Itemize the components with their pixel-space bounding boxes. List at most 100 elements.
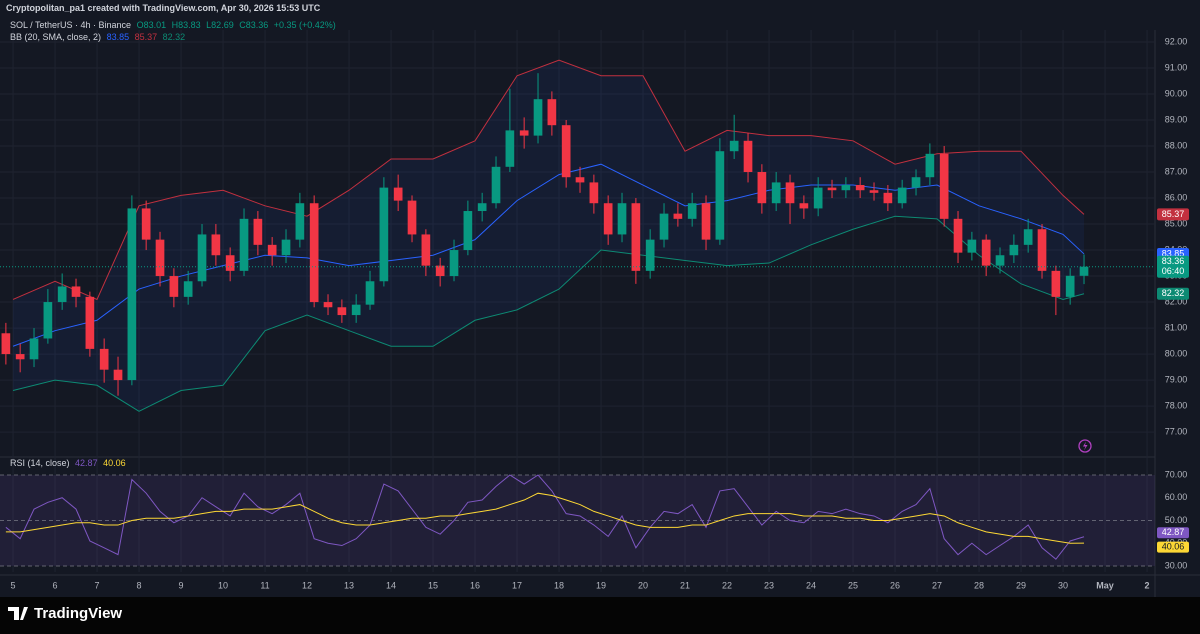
x-tick-label: 17 (512, 580, 522, 590)
y-tick-label: 81.00 (1165, 322, 1188, 332)
rsi-title[interactable]: RSI (14, close) (10, 458, 70, 468)
candle-body (925, 153, 935, 178)
x-tick-label: 18 (554, 580, 564, 590)
x-tick-label: 2 (1145, 580, 1150, 590)
candle-body (407, 200, 417, 235)
rsi-tag: 40.06 (1162, 541, 1185, 551)
close: C83.36 (239, 20, 269, 30)
candle-body (43, 302, 53, 339)
candle-body (1065, 275, 1075, 297)
x-tick-label: 5 (11, 580, 16, 590)
candle-body (1009, 244, 1019, 256)
candle-body (1023, 229, 1033, 245)
candle-body (491, 166, 501, 204)
candle-body (1, 333, 11, 355)
change: +0.35 (+0.42%) (273, 20, 336, 30)
background (0, 0, 1200, 597)
candle-body (659, 213, 669, 240)
rsi-tick-label: 30.00 (1165, 560, 1188, 570)
candle-body (981, 239, 991, 266)
bb-lower-line (12, 215, 1085, 412)
x-tick-label: 30 (1058, 580, 1068, 590)
x-tick-label: 12 (302, 580, 312, 590)
rsi-line (5, 474, 1085, 560)
candle-body (323, 302, 333, 308)
plot (0, 59, 1155, 567)
candle-body (785, 182, 795, 204)
bb-lower-tag: 82.32 (1162, 288, 1185, 298)
candle-body (547, 99, 557, 126)
candle-body (687, 203, 697, 219)
rsi-tag-box (1157, 541, 1189, 553)
credit: Cryptopolitan_pa1 created with TradingVi… (6, 3, 321, 13)
last-price-tag-box (1157, 255, 1189, 278)
candle-body (57, 286, 67, 303)
candle-body (225, 255, 235, 271)
candle-body (855, 185, 865, 191)
candle-body (477, 203, 487, 212)
candle-body (435, 265, 445, 277)
candle-body (813, 187, 823, 209)
y-tick-label: 80.00 (1165, 348, 1188, 358)
candle-body (533, 99, 543, 136)
x-tick-label: 21 (680, 580, 690, 590)
candle-body (113, 369, 123, 381)
candle-body (631, 203, 641, 271)
candle-body (71, 286, 81, 297)
alert-icon[interactable] (1078, 439, 1092, 453)
rsi-tag-box (1157, 527, 1189, 539)
x-tick-label: 8 (137, 580, 142, 590)
candle-body (267, 244, 277, 256)
candle-body (365, 281, 375, 305)
last-price-tag: 83.36 (1162, 256, 1185, 266)
candle-body (295, 203, 305, 240)
brand: TradingView (34, 605, 123, 622)
rsi-tick-label: 60.00 (1165, 492, 1188, 502)
bb-upper-tag-box (1157, 208, 1189, 221)
candle-body (729, 140, 739, 152)
candle-body (995, 255, 1005, 266)
candle-body (1079, 266, 1089, 276)
y-tick-label: 87.00 (1165, 166, 1188, 176)
candle-body (351, 304, 361, 316)
x-tick-label: 20 (638, 580, 648, 590)
bb-lower-value: 82.32 (162, 32, 186, 42)
candle-body (239, 218, 249, 271)
x-tick-label: 27 (932, 580, 942, 590)
symbol[interactable]: SOL / TetherUS · 4h · Binance (10, 20, 132, 30)
bb-title[interactable]: BB (20, SMA, close, 2) (10, 32, 102, 42)
rsi-line (5, 492, 1085, 544)
candle-body (393, 187, 403, 201)
bb-legend: BB (20, SMA, close, 2) 83.85 85.37 82.32 (10, 32, 188, 42)
candle-body (15, 354, 25, 360)
x-tick-label: 11 (260, 580, 269, 590)
candle-body (673, 213, 683, 219)
y-tick-label: 91.00 (1165, 62, 1188, 72)
rsi-tick-label: 50.00 (1165, 515, 1188, 525)
candle-body (967, 239, 977, 253)
footer-bar (0, 597, 1200, 634)
candle-body (379, 187, 389, 282)
candle-body (883, 192, 893, 204)
candle-body (953, 218, 963, 253)
y-tick-label: 85.00 (1165, 218, 1188, 228)
candle-body (869, 190, 879, 193)
x-tick-label: 29 (1016, 580, 1026, 590)
symbol-legend: SOL / TetherUS · 4h · Binance O83.01 H83… (10, 20, 339, 30)
low: L82.69 (206, 20, 234, 30)
y-tick-label: 89.00 (1165, 114, 1188, 124)
x-tick-label: 14 (386, 580, 396, 590)
x-tick-label: 22 (722, 580, 732, 590)
candle-body (519, 130, 529, 136)
candle-body (337, 307, 347, 316)
x-tick-label: 10 (218, 580, 228, 590)
candle-body (827, 187, 837, 191)
countdown: 06:40 (1162, 266, 1185, 276)
alert-bolt (1083, 441, 1088, 451)
candle-body (771, 182, 781, 204)
band-fill (13, 60, 1085, 412)
candle-body (309, 203, 319, 303)
bb-upper-line (12, 59, 1085, 301)
x-tick-label: 7 (95, 580, 100, 590)
